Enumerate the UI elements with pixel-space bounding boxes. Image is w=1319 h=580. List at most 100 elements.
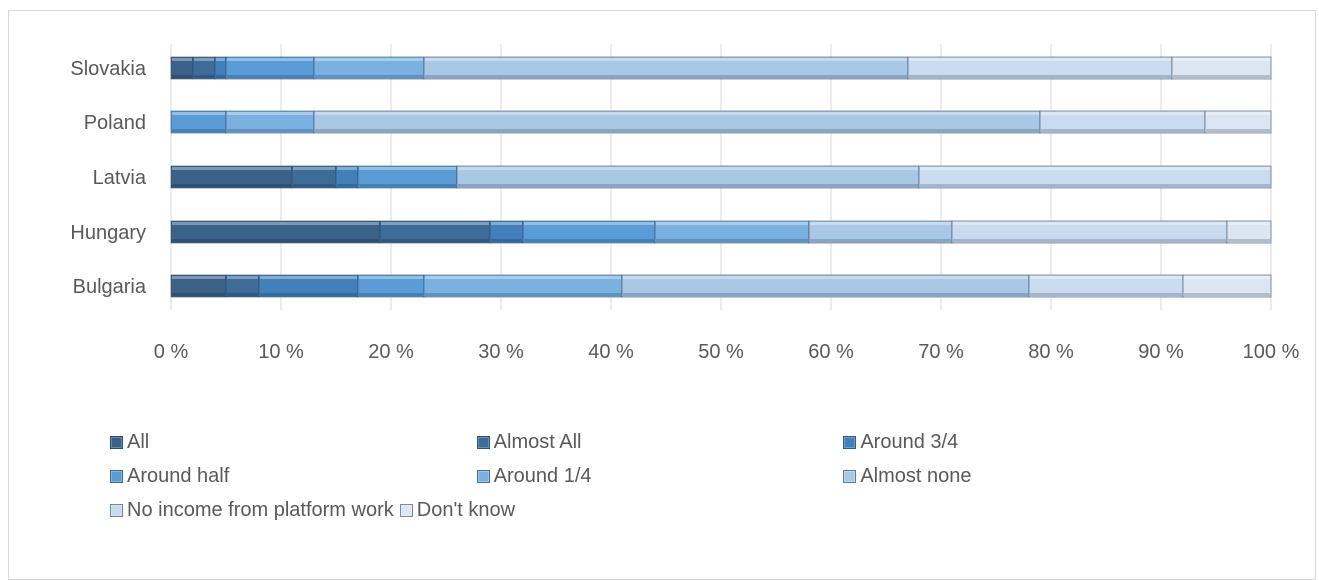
legend-label-no-income: No income from platform work xyxy=(127,498,394,521)
bar-segment-shadow xyxy=(315,75,423,78)
bar-segment-highlight xyxy=(909,58,1171,61)
bar-segment-shadow xyxy=(293,184,335,187)
bar-segment xyxy=(258,274,359,298)
bar-segment-highlight xyxy=(1228,222,1270,225)
legend-item-around-3-4: Around 3/4 xyxy=(843,431,1210,454)
bar-segment-fill xyxy=(1182,274,1272,298)
bar-area xyxy=(170,56,1272,298)
bar-segment-shadow xyxy=(425,293,621,296)
bar-segment-shadow xyxy=(359,293,423,296)
bar-segment xyxy=(1039,110,1206,134)
legend-item-almost-all: Almost All xyxy=(476,430,844,454)
bar-segment xyxy=(313,56,425,80)
bar-segment xyxy=(1028,274,1184,298)
bar-segment-highlight xyxy=(315,112,1039,115)
legend-label-all: All xyxy=(127,430,150,453)
bar-segment xyxy=(379,220,491,244)
bar-segment-highlight xyxy=(1206,112,1270,115)
bar-segment-shadow xyxy=(656,239,808,242)
bar-segment-highlight xyxy=(623,276,1028,279)
bar-segment-highlight xyxy=(194,58,214,61)
bar-segment xyxy=(951,220,1228,244)
bar-segment-shadow xyxy=(623,293,1028,296)
bar-segment-shadow xyxy=(953,239,1226,242)
bar-segment xyxy=(1171,56,1272,80)
bar-segment-highlight xyxy=(920,167,1270,170)
bar-segment xyxy=(654,220,810,244)
legend-item-dont-know: Don't know xyxy=(399,498,516,522)
bar-segment xyxy=(170,274,227,298)
category-label: Hungary xyxy=(70,222,146,244)
legend-label-almost-all: Almost All xyxy=(493,430,582,453)
bar-segment-shadow xyxy=(172,293,225,296)
bar-segment-shadow xyxy=(227,293,258,296)
bar-segment-shadow xyxy=(381,239,489,242)
x-tick-label: 0 % xyxy=(154,341,189,363)
bar-segment-highlight xyxy=(227,276,258,279)
bar-segment xyxy=(313,110,1041,134)
bar-segment-highlight xyxy=(227,112,313,115)
bar-segment xyxy=(918,165,1272,189)
bar-segment-shadow xyxy=(1041,129,1204,132)
bar-segment-highlight xyxy=(381,222,489,225)
bar-segment-highlight xyxy=(1184,276,1270,279)
bar-segment-shadow xyxy=(172,129,225,132)
bar-segment xyxy=(335,165,359,189)
bar-segment-fill xyxy=(1226,220,1272,244)
bar-segment-highlight xyxy=(524,222,654,225)
bar-segment xyxy=(225,274,260,298)
bar-segment-shadow xyxy=(1173,75,1270,78)
bar-segment xyxy=(170,56,194,80)
bar-segment-shadow xyxy=(1228,239,1270,242)
legend-label-around-1-4: Around 1/4 xyxy=(493,464,592,487)
bar-segment xyxy=(291,165,337,189)
bar-segment-highlight xyxy=(172,112,225,115)
bar-segment xyxy=(225,56,315,80)
bar-segment xyxy=(907,56,1173,80)
bar-segment-shadow xyxy=(458,184,918,187)
legend-item-around-half: Around half xyxy=(110,465,477,488)
bar-segment-shadow xyxy=(524,239,654,242)
bar-segment-shadow xyxy=(227,129,313,132)
bar-segment-highlight xyxy=(491,222,522,225)
bar-segment-shadow xyxy=(810,239,951,242)
x-tick-label: 10 % xyxy=(258,341,304,363)
bar-segment-shadow xyxy=(920,184,1270,187)
legend-item-all: All xyxy=(110,431,477,454)
legend-item-no-income: No income from platform work xyxy=(110,499,394,522)
bar-segment-highlight xyxy=(359,276,423,279)
category-label: Latvia xyxy=(93,167,147,189)
x-tick-label: 50 % xyxy=(698,341,744,363)
bar-segment-highlight xyxy=(1041,112,1204,115)
bar-segment-shadow xyxy=(172,184,291,187)
bar-segment-shadow xyxy=(227,75,313,78)
legend-label-dont-know: Don't know xyxy=(416,498,516,521)
bar-segment-shadow xyxy=(337,184,357,187)
bar-segment xyxy=(1226,220,1272,244)
bar-segment xyxy=(192,56,216,80)
legend-row: All Almost All Around 3/4 xyxy=(110,425,1210,459)
bar-segment xyxy=(170,220,381,244)
bar-segment-fill xyxy=(918,165,1272,189)
legend-swatch-all xyxy=(110,435,123,449)
bar-segment-highlight xyxy=(293,167,335,170)
bar-segment xyxy=(456,165,920,189)
x-tick-label: 90 % xyxy=(1138,341,1184,363)
bar-segment-shadow xyxy=(1030,293,1182,296)
bar-segment xyxy=(170,165,293,189)
category-label: Bulgaria xyxy=(73,276,147,298)
legend-item-almost-none: Almost none xyxy=(843,465,1210,488)
bar-segment-shadow xyxy=(194,75,214,78)
stacked-bar-chart: Slovakia Poland Latvia Hungary Bulgaria 0 % 1… xyxy=(70,44,1300,363)
bar-segment-highlight xyxy=(359,167,456,170)
x-tick-label: 20 % xyxy=(368,341,414,363)
bar-segment-highlight xyxy=(1030,276,1182,279)
bar-segment xyxy=(423,274,623,298)
x-tick-label: 60 % xyxy=(808,341,854,363)
bar-segment-highlight xyxy=(172,222,379,225)
bar-segment xyxy=(522,220,656,244)
legend-label-around-3-4: Around 3/4 xyxy=(860,430,959,453)
bar-segment-highlight xyxy=(425,276,621,279)
bar-segment-shadow xyxy=(1206,129,1270,132)
bar-segment xyxy=(225,110,315,134)
